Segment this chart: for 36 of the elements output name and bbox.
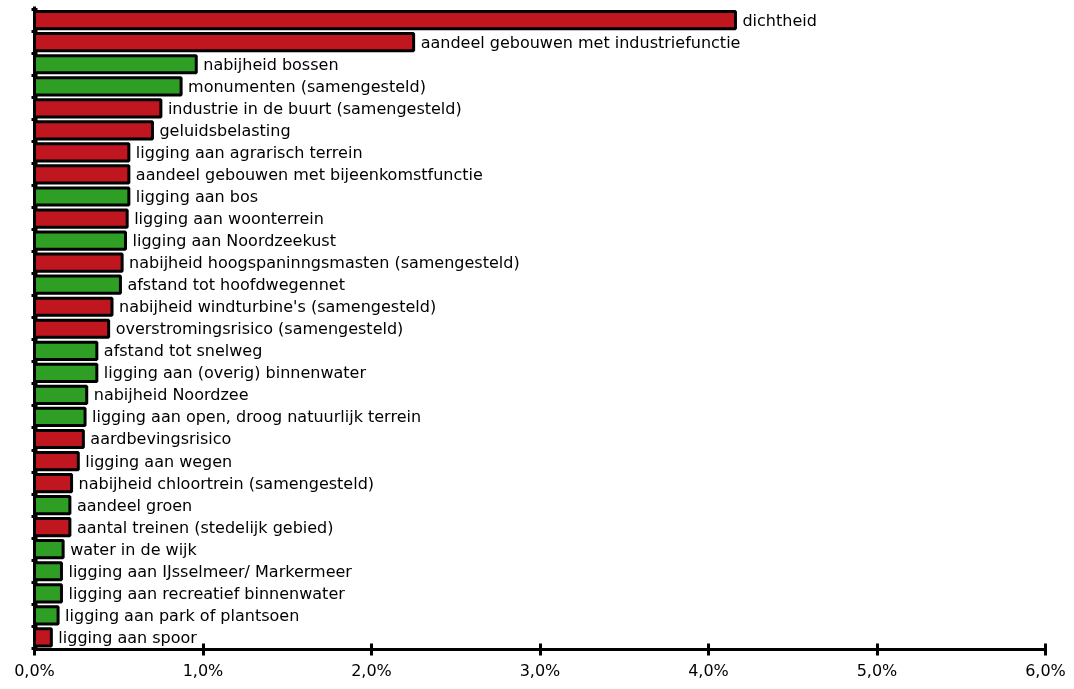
y-tick-label: nabijheid chloortrein (samengesteld) [78,473,375,493]
y-tick-label: water in de wijk [70,539,198,559]
y-tick-label: aandeel gebouwen met industriefunctie [420,32,741,52]
y-tick-label: ligging aan IJsselmeer/ Markermeer [68,561,353,581]
y-tick-label: industrie in de buurt (samengesteld) [167,98,462,118]
x-tick-label: 2,0% [351,660,392,680]
y-tick-label: ligging aan park of plantsoen [65,605,300,625]
y-tick-label: ligging aan wegen [85,451,233,471]
y-tick-label: overstromingsrisico (samengesteld) [115,319,404,339]
y-tick-label: afstand tot snelweg [103,341,263,361]
x-tick-label: 5,0% [856,660,898,680]
y-tick-label: nabijheid Noordzee [93,385,249,405]
y-tick-label: aantal treinen (stedelijk gebied) [76,517,334,537]
y-tick-label: monumenten (samengesteld) [188,76,426,96]
y-tick-label: ligging aan woonterrein [134,209,324,229]
x-tick-label: 4,0% [688,660,729,680]
y-tick-label: ligging aan recreatief binnenwater [68,583,346,603]
x-tick-label: 1,0% [182,660,224,680]
y-tick-label: ligging aan (overig) binnenwater [103,363,367,383]
y-tick-label: afstand tot hoofdwegennet [127,275,345,295]
y-tick-label: ligging aan bos [135,187,259,207]
y-tick-label: nabijheid bossen [203,54,339,74]
y-tick-label: geluidsbelasting [159,120,291,140]
y-tick-label: aandeel gebouwen met bijeenkomstfunctie [135,164,483,184]
y-tick-label: dichtheid [742,10,817,30]
x-tick-label: 3,0% [519,660,561,680]
x-tick-label: 0,0% [14,660,55,680]
y-tick-label: ligging aan agrarisch terrein [135,142,363,162]
y-tick-label: ligging aan Noordzeekust [132,231,336,251]
y-tick-label: aandeel groen [76,495,193,515]
x-tick-label: 6,0% [1025,660,1066,680]
y-tick-label: ligging aan spoor [58,627,198,647]
y-tick-label: nabijheid hoogspaninngsmasten (samengesteld) [129,253,520,273]
y-tick-label: aardbevingsrisico [90,429,232,449]
y-tick-label: nabijheid windturbine's (samengesteld) [119,297,437,317]
y-tick-label: ligging aan open, droog natuurlijk terrein [92,407,422,427]
